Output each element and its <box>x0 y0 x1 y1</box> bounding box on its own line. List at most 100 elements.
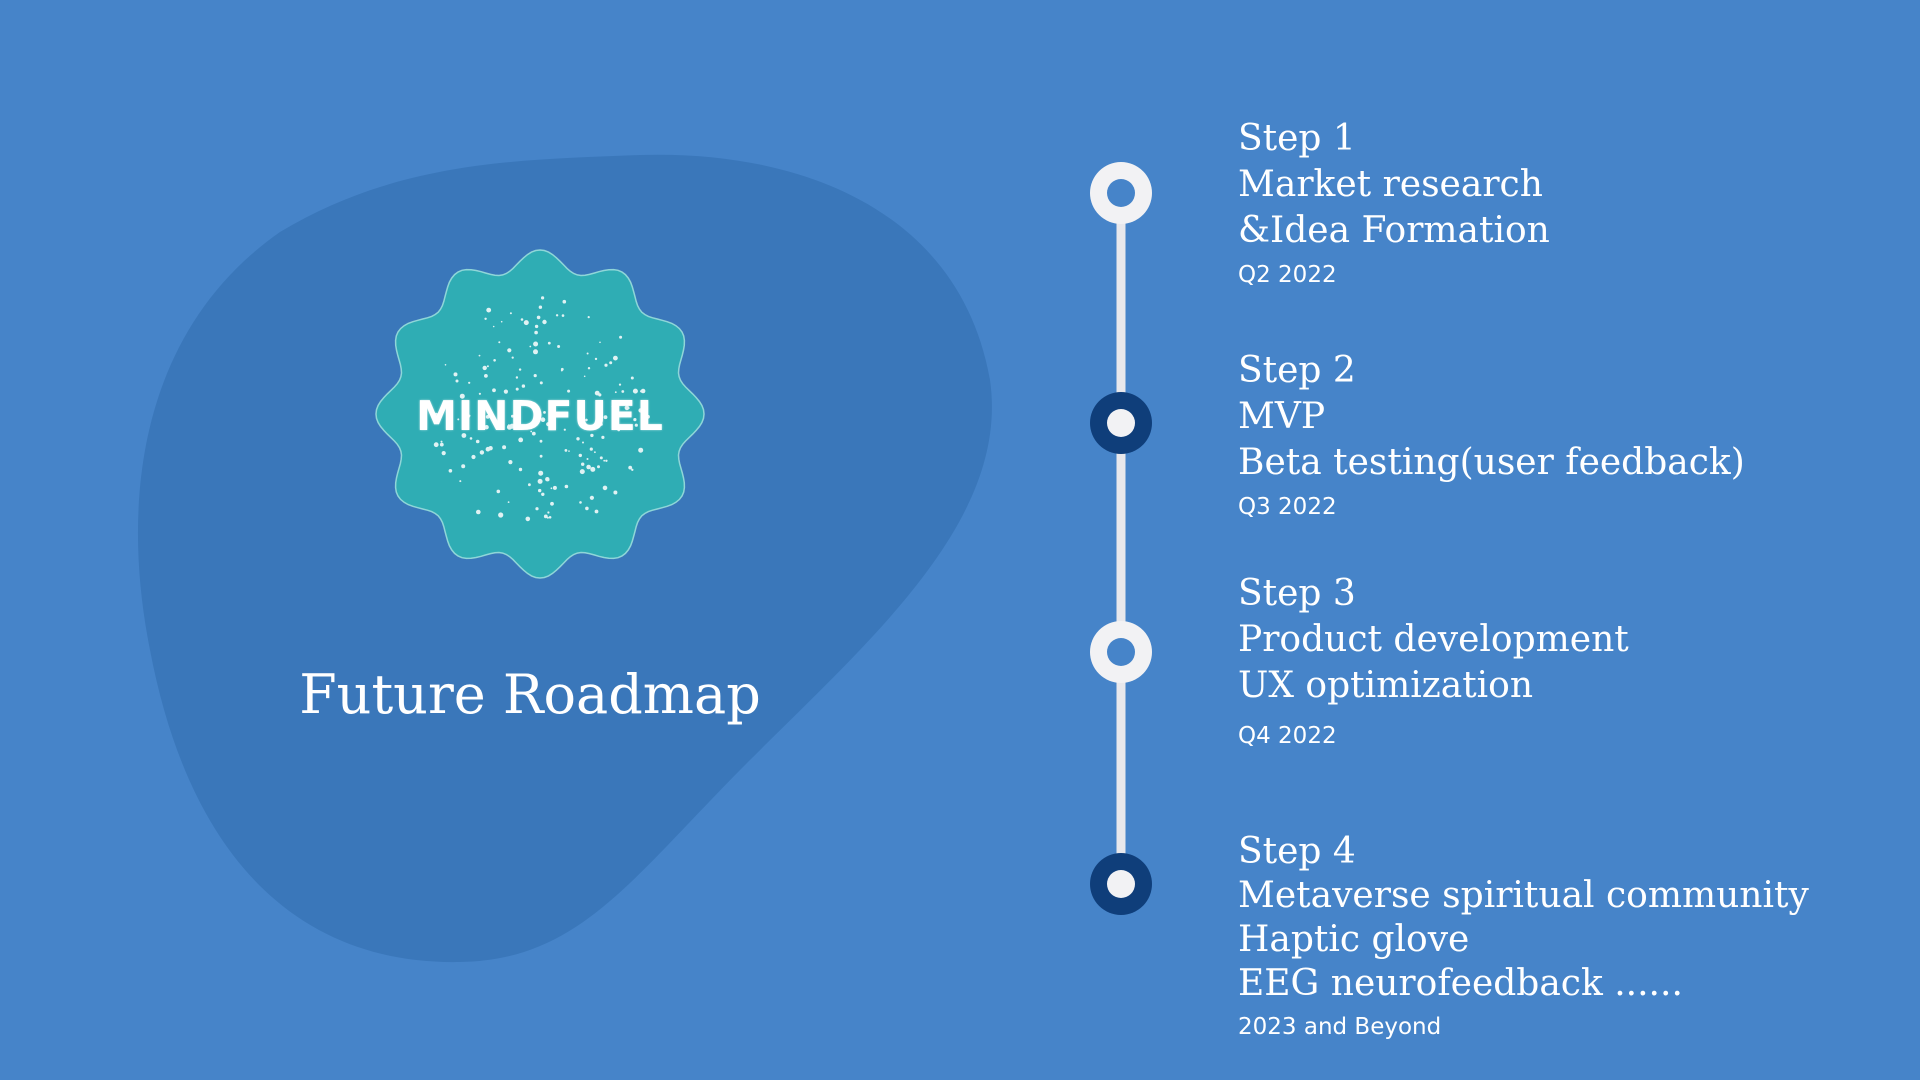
logo-speck <box>613 490 618 495</box>
logo-speck <box>625 415 627 418</box>
logo-speck <box>485 446 491 452</box>
logo-speck <box>499 420 505 425</box>
logo-speck <box>440 440 443 443</box>
logo-speck <box>630 376 634 380</box>
logo-speck <box>511 356 514 359</box>
logo-speck <box>479 450 485 455</box>
step-line: MVP <box>1238 396 1326 437</box>
logo-speck <box>459 393 465 399</box>
step-line: Market research <box>1238 164 1543 205</box>
logo-speck <box>605 459 608 462</box>
logo-speck <box>511 414 514 418</box>
logo-speck <box>534 324 539 329</box>
logo-speck <box>614 391 617 394</box>
logo-speck <box>585 506 589 511</box>
logo-speck <box>537 478 543 484</box>
logo-speck <box>568 450 570 452</box>
logo-speck <box>633 418 637 422</box>
logo-speck <box>459 480 462 483</box>
logo-speck <box>611 405 614 408</box>
logo-speck <box>533 349 538 355</box>
logo-speck <box>627 407 630 410</box>
logo-speck <box>475 439 480 444</box>
step-line: UX optimization <box>1238 665 1534 706</box>
logo-speck <box>453 372 458 377</box>
step-date: 2023 and Beyond <box>1238 1014 1442 1040</box>
logo-speck <box>604 363 608 367</box>
logo-speck <box>518 467 523 472</box>
timeline-node-1 <box>1090 162 1152 224</box>
logo-speck <box>614 412 618 416</box>
step-2: Step 2 MVP Beta testing(user feedback) Q… <box>1238 348 1745 526</box>
timeline-node-2 <box>1090 392 1152 454</box>
logo-speck <box>546 478 550 482</box>
logo-speck <box>594 357 598 361</box>
logo-speck <box>448 469 453 473</box>
logo-speck <box>492 388 496 393</box>
logo-speck <box>564 449 568 452</box>
logo-speck <box>576 437 580 441</box>
logo-speck <box>476 509 481 515</box>
logo-speck <box>482 365 487 371</box>
logo-speck <box>609 361 613 365</box>
logo-speck <box>434 412 438 417</box>
logo-speck <box>518 368 522 371</box>
logo-speck <box>433 442 439 448</box>
step-label: Step 3 <box>1238 573 1356 614</box>
logo-speck <box>585 418 588 422</box>
logo-speck <box>543 411 546 414</box>
logo-speck <box>523 320 529 326</box>
logo-speck <box>640 390 643 393</box>
step-date: Q4 2022 <box>1238 723 1337 749</box>
logo-speck <box>564 484 569 489</box>
logo-speck <box>597 465 600 469</box>
logo-speck <box>557 345 561 348</box>
timeline-node-4 <box>1090 853 1152 915</box>
logo-speck <box>539 454 543 458</box>
logo-speck <box>525 516 531 522</box>
step-date: Q2 2022 <box>1238 262 1337 288</box>
logo-speck <box>578 453 582 458</box>
logo-speck <box>531 431 536 436</box>
logo-speck <box>586 464 591 470</box>
logo-speck <box>478 392 481 395</box>
logo-speck <box>457 418 460 421</box>
logo-speck <box>552 485 557 490</box>
logo-speck <box>539 439 543 443</box>
step-1: Step 1 Market research &Idea Formation Q… <box>1238 116 1550 294</box>
logo-text: MINDFUEL <box>416 392 664 440</box>
logo-speck <box>492 325 495 328</box>
logo-speck <box>579 501 582 504</box>
logo-speck <box>628 465 633 470</box>
step-3: Step 3 Product development UX optimizati… <box>1238 571 1629 755</box>
logo-speck <box>586 352 589 355</box>
step-date: Q3 2022 <box>1238 494 1337 520</box>
logo-speck <box>471 454 476 460</box>
logo-speck <box>509 312 512 315</box>
logo-speck <box>561 314 565 317</box>
logo-speck <box>587 367 591 370</box>
step-line: &Idea Formation <box>1238 210 1550 251</box>
logo-speck <box>547 341 551 345</box>
logo-speck <box>538 470 544 476</box>
logo-speck <box>567 389 571 393</box>
logo-speck <box>493 359 496 362</box>
logo-speck <box>439 442 444 447</box>
logo-speck <box>498 512 504 518</box>
logo-speck <box>530 430 533 433</box>
logo-speck <box>484 425 489 430</box>
logo-speck <box>562 299 567 304</box>
logo-speck <box>587 316 590 319</box>
logo-speck <box>602 485 608 491</box>
logo-speck <box>478 401 481 404</box>
step-4: Step 4 Metaverse spiritual community Hap… <box>1238 830 1809 1046</box>
logo-speck <box>563 428 566 431</box>
logo-speck <box>618 383 622 386</box>
logo-speck <box>515 387 519 391</box>
logo-speck <box>621 390 625 393</box>
logo-speck <box>469 437 473 440</box>
logo-speck <box>538 305 543 309</box>
logo-speck <box>500 320 503 323</box>
logo-speck <box>542 319 547 325</box>
logo-speck <box>548 516 552 519</box>
